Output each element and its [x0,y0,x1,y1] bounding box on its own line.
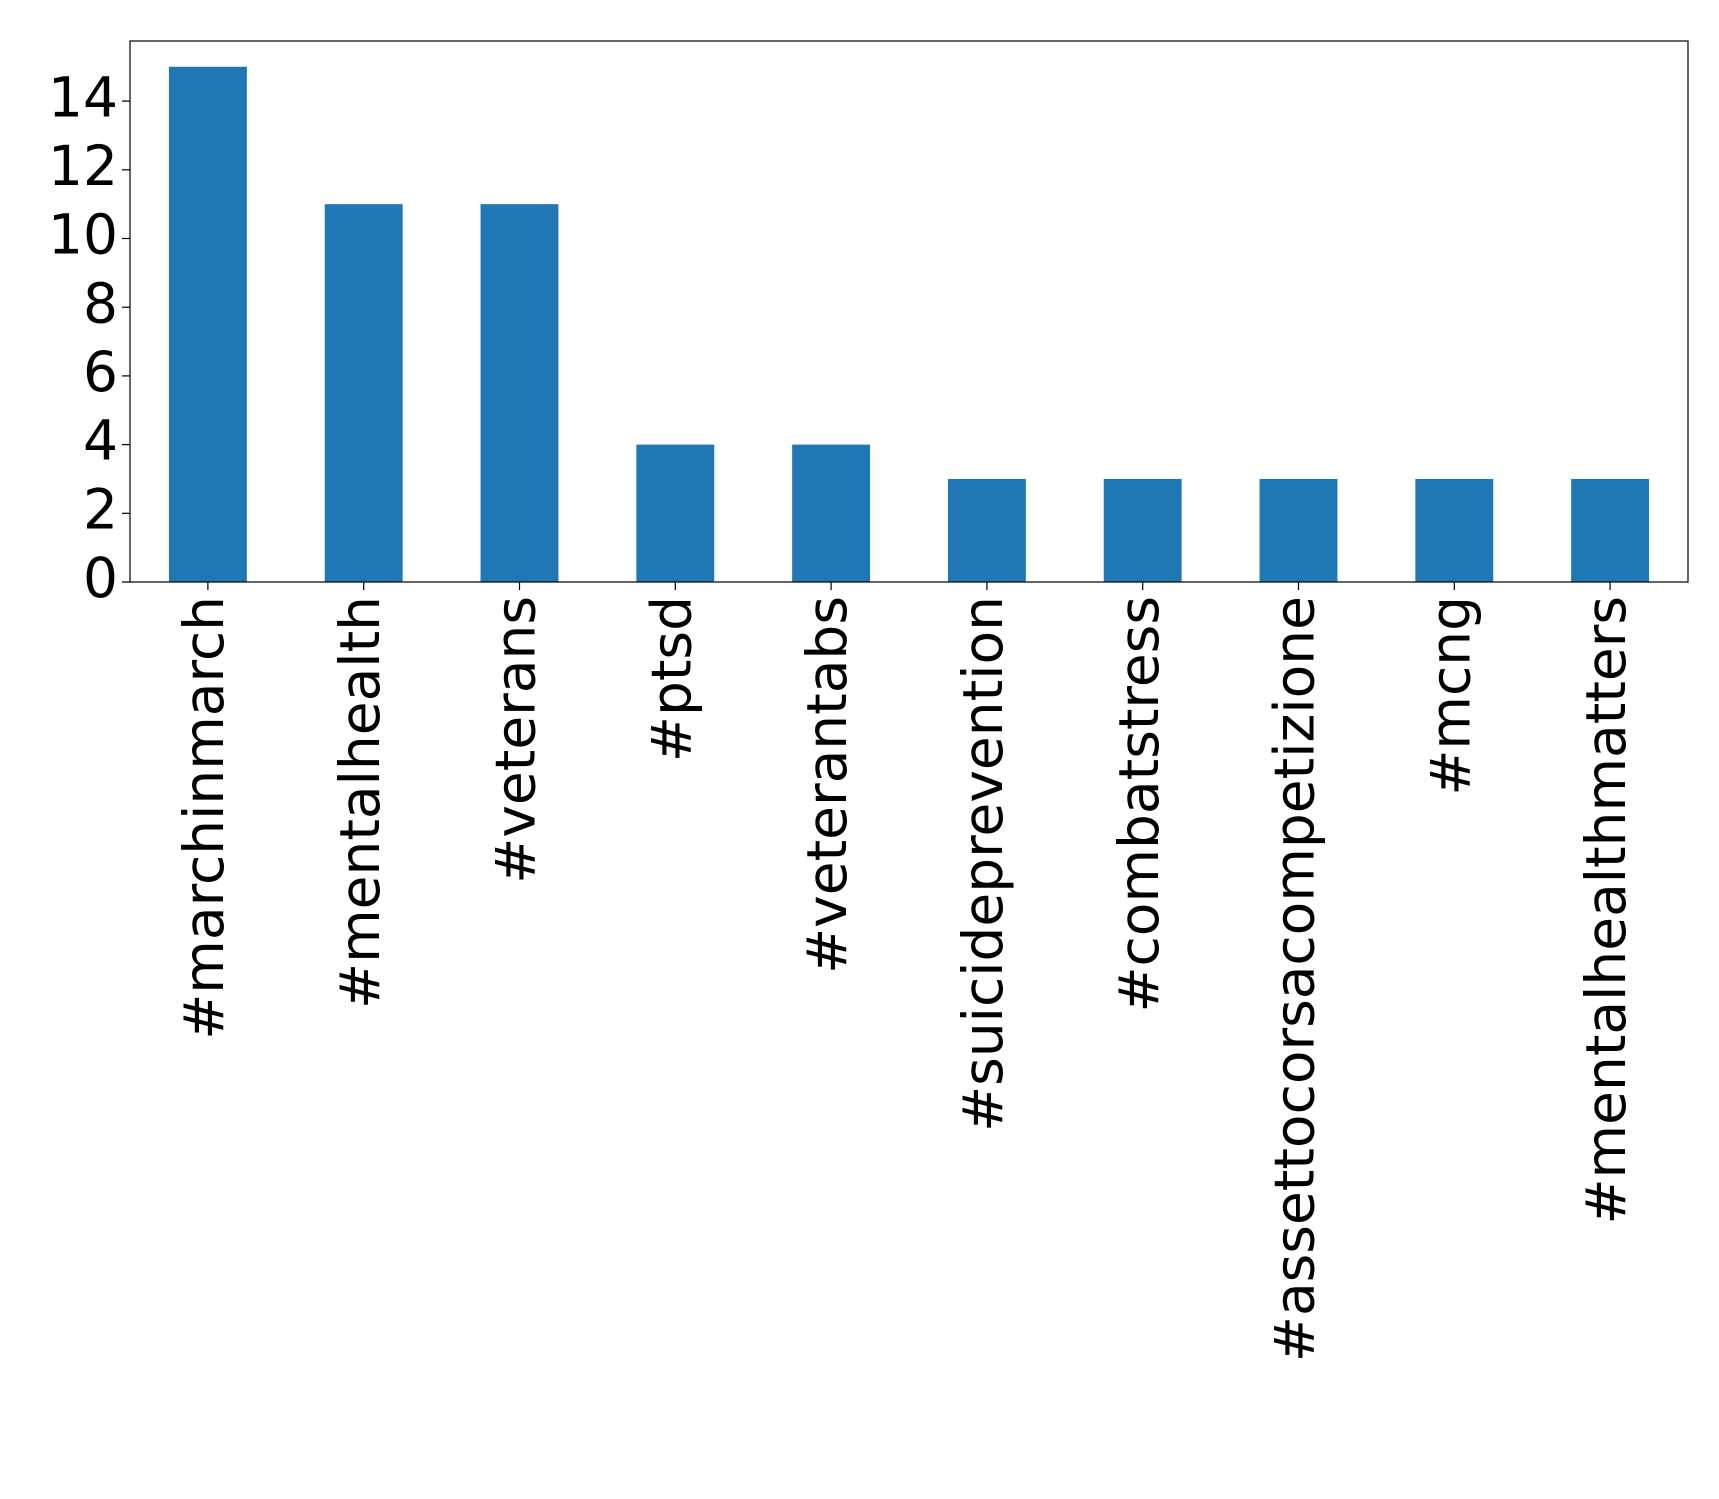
bar [636,444,715,582]
x-tick-label: #mcng [1418,596,1482,796]
y-tick-label: 6 [83,340,118,404]
x-tick-label: #mentalhealthmatters [1574,596,1638,1225]
plot-frame [129,40,1689,583]
y-tick-label: 4 [83,409,118,473]
y-tick-label: 2 [83,477,118,541]
x-tick-label: #veterans [484,596,548,884]
bar [947,478,1026,582]
bar [168,66,247,582]
x-tick-label: #suicideprevention [951,596,1015,1132]
bar [1103,478,1182,582]
y-tick-label: 0 [83,546,118,610]
x-tick-label: #marchinmarch [172,596,236,1040]
y-tick-label: 8 [83,271,118,335]
bar [1259,478,1338,582]
bar [324,204,403,582]
bar [480,204,559,582]
y-tick-label: 12 [48,134,118,198]
y-tick-label: 14 [48,65,118,129]
x-tick-label: #mentalhealth [328,596,392,1009]
bar [1571,478,1650,582]
x-tick-label: #veterantabs [795,596,859,974]
x-tick-label: #ptsd [639,596,703,762]
x-tick-label: #assettocorsacompetizione [1263,596,1327,1362]
x-tick-label: #combatstress [1107,596,1171,1013]
bar [792,444,871,582]
bar [1415,478,1494,582]
y-tick-label: 10 [48,203,118,267]
